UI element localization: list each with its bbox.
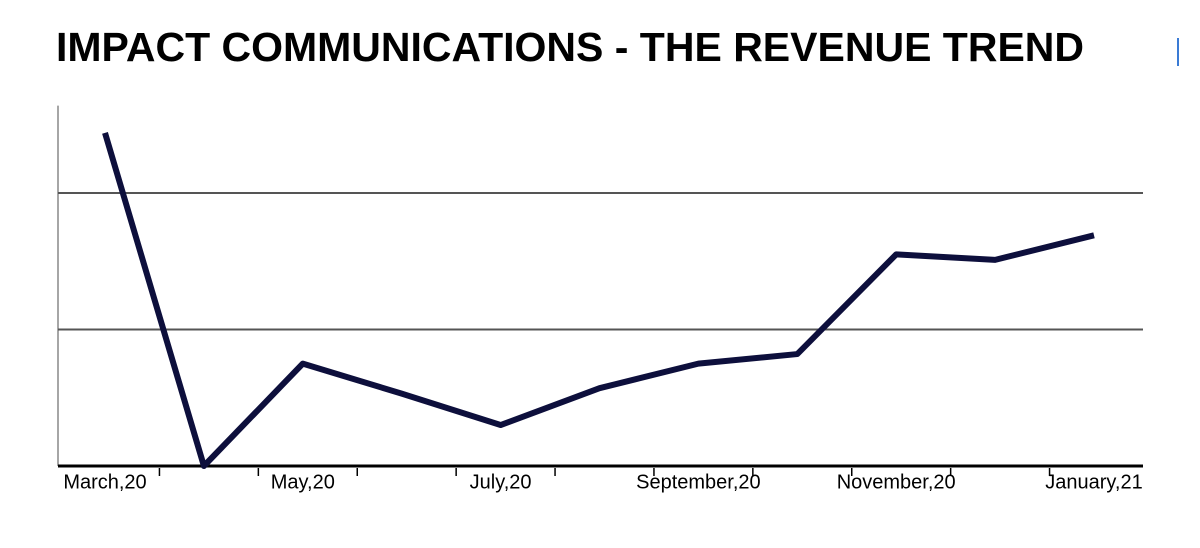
x-tick-label: September,20 bbox=[636, 471, 761, 493]
x-tick-label: May,20 bbox=[271, 471, 335, 493]
x-tick-label: July,20 bbox=[470, 471, 532, 493]
x-tick-label: March,20 bbox=[63, 471, 146, 493]
x-tick-label: November,20 bbox=[837, 471, 956, 493]
line bbox=[102, 132, 1095, 469]
chart-title: IMPACT COMMUNICATIONS - THE REVENUE TREN… bbox=[56, 24, 1084, 70]
x-tick-label: January,21 bbox=[1045, 471, 1142, 493]
